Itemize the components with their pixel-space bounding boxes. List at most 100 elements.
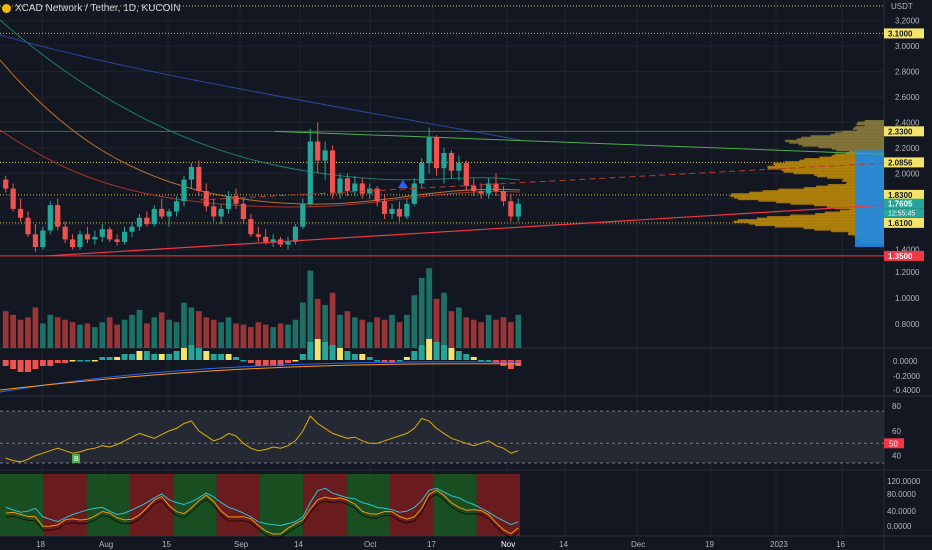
candle-body [411, 183, 417, 204]
price-level-label: 2.3300 [888, 127, 913, 136]
volume-axis-tick: 1.2000 [895, 268, 920, 277]
candle-body [17, 208, 24, 218]
moving-average-line [0, 59, 521, 205]
candle-body [69, 239, 76, 248]
volume-profile-bar [785, 139, 884, 143]
oscillator-axis-tick: 120.0000 [887, 477, 921, 486]
price-level-tag [884, 157, 924, 168]
candle-body [315, 141, 321, 161]
volume-bar [285, 324, 291, 348]
price-axis-tick: 2.4000 [895, 118, 920, 127]
time-axis-label: 16 [836, 540, 845, 549]
macd-histogram-bar [381, 360, 388, 363]
rsi-current-tag [884, 438, 904, 449]
candle-body [285, 241, 291, 245]
price-axis-unit: USDT [891, 2, 913, 11]
macd-histogram-bar [485, 360, 492, 362]
volume-profile-bar [730, 194, 884, 198]
candle-body [389, 208, 395, 214]
candle-body [374, 188, 380, 202]
symbol-title[interactable]: XCAD Network / Tether, 1D, KUCOIN [15, 2, 181, 14]
macd-histogram-bar [314, 339, 321, 360]
volume-bar [144, 323, 150, 348]
volume-profile-bar [767, 216, 884, 219]
oscillator-region [216, 474, 260, 536]
candle-body [270, 239, 276, 242]
candle-body [3, 179, 9, 189]
macd-histogram-bar [418, 345, 425, 360]
candle-body [352, 183, 358, 192]
volume-bar [426, 268, 432, 348]
time-axis-label: 18 [36, 540, 45, 549]
macd-histogram-bar [270, 360, 277, 366]
volume-bar [10, 314, 16, 348]
volume-profile-bar [810, 135, 884, 138]
rsi-current-label: 50 [889, 439, 898, 448]
volume-bar [106, 317, 113, 348]
time-axis-label: Nov [501, 540, 515, 549]
volume-profile-bar [842, 130, 884, 134]
candle-body [255, 234, 261, 237]
volume-profile-bar [799, 159, 884, 163]
volume-bar [411, 295, 418, 348]
volume-profile-bar [801, 136, 884, 140]
volume-bar [381, 319, 388, 348]
volume-profile-bar [836, 148, 884, 152]
candle-body [478, 191, 484, 194]
price-level-tag [884, 28, 924, 39]
volume-bar [54, 317, 61, 348]
volume-bar [508, 322, 514, 348]
price-axis-tick: 2.2000 [895, 144, 920, 153]
time-axis-label: Dec [631, 540, 645, 549]
volume-profile-bar [835, 132, 884, 135]
volume-bar [485, 314, 492, 348]
volume-profile-bar [793, 171, 884, 175]
rsi-axis-tick: 40 [892, 452, 901, 461]
candle-body [107, 229, 113, 240]
oscillator-region [390, 474, 434, 536]
candle-body [263, 236, 269, 242]
oscillator-region [130, 474, 174, 536]
volume-bar [17, 319, 24, 348]
moving-average-line [0, 19, 521, 181]
candle-body [322, 150, 328, 161]
volume-bar [396, 322, 403, 348]
volume-bar [262, 324, 269, 348]
volume-bar [136, 309, 143, 348]
volume-bar [448, 311, 455, 348]
volume-profile-bar [778, 188, 884, 192]
volume-bar [270, 327, 276, 348]
oscillator-signal-line [5, 489, 519, 535]
moving-average-line [0, 34, 521, 141]
volume-profile-bar [798, 142, 884, 146]
oscillator-region [476, 474, 520, 536]
volume-profile-bar [857, 129, 884, 132]
macd-axis-tick: -0.4000 [893, 386, 921, 395]
time-axis-label: 2023 [770, 540, 788, 549]
macd-histogram-bar [91, 360, 98, 362]
volume-profile-bar [802, 144, 884, 147]
oscillator-axis-tick: 0.0000 [887, 522, 912, 531]
volume-profile-bar [853, 127, 884, 130]
candle-body [129, 226, 135, 232]
macd-histogram-bar [136, 351, 143, 360]
candle-body [441, 152, 447, 169]
volume-profile [730, 119, 884, 248]
volume-profile-bar [731, 193, 884, 196]
candle-body [173, 201, 180, 212]
volume-profile-bar [857, 121, 884, 124]
time-axis-label: 14 [294, 540, 303, 549]
price-level-tag [884, 217, 924, 228]
volume-bar [344, 311, 351, 348]
candle-body [433, 137, 440, 169]
candle-body [404, 203, 410, 217]
candle-body [419, 163, 425, 184]
volume-axis-tick: 1.0000 [895, 294, 920, 303]
price-axis-tick: 1.4000 [895, 246, 920, 255]
macd-histogram-bar [285, 360, 291, 363]
candle-body [159, 208, 165, 217]
candle-body [515, 203, 521, 217]
moving-average-line [0, 129, 521, 208]
volume-bar [374, 317, 380, 348]
